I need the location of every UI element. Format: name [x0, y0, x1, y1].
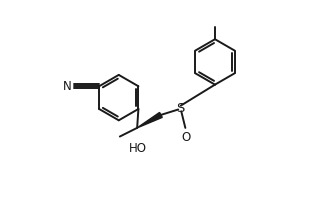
Text: HO: HO	[129, 142, 147, 155]
Text: O: O	[182, 131, 191, 144]
Text: S: S	[176, 102, 185, 115]
Polygon shape	[137, 112, 162, 128]
Text: N: N	[63, 80, 72, 93]
